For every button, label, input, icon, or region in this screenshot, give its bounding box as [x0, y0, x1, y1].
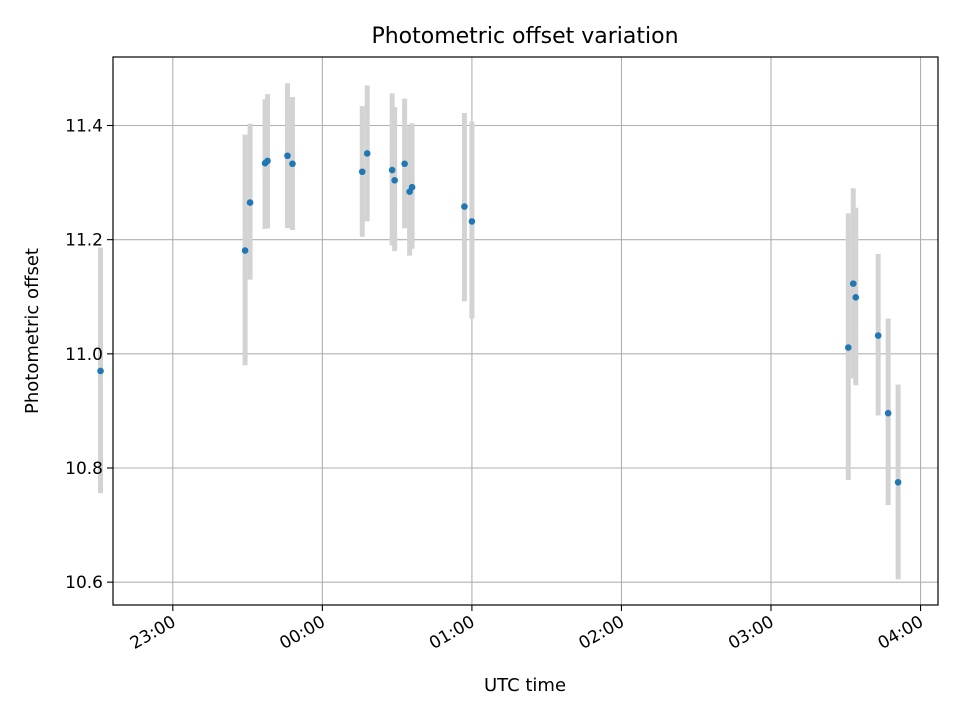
data-point: [391, 177, 398, 184]
y-tick-label: 11.4: [65, 117, 103, 137]
x-tick-label: 03:00: [725, 612, 777, 654]
y-tick-label: 10.6: [65, 573, 103, 593]
data-point: [97, 367, 104, 375]
data-point: [874, 332, 882, 339]
data-point: [289, 160, 296, 168]
data-point: [884, 409, 892, 417]
data-point: [852, 294, 860, 301]
axis-ticks: 23:00 00:00 01:00 02:00 03:00 04:00 10.6 10.8 11…: [65, 117, 927, 654]
x-tick-label: 04:00: [875, 612, 927, 654]
data-point: [363, 150, 371, 157]
x-tick-label: 00:00: [276, 612, 328, 654]
data-point: [358, 168, 366, 176]
data-point: [849, 280, 857, 287]
x-tick-label: 23:00: [127, 612, 179, 654]
x-tick-label: 02:00: [576, 612, 628, 654]
error-bars: [98, 83, 901, 580]
data-points: [97, 150, 902, 486]
data-point: [284, 152, 291, 160]
data-point: [894, 478, 902, 486]
data-point: [468, 218, 476, 225]
y-tick-label: 10.8: [65, 459, 103, 479]
grid-lines: [113, 57, 938, 605]
plot-frame: [112, 56, 939, 606]
chart-title: Photometric offset variation: [371, 24, 678, 49]
data-point: [241, 247, 249, 254]
data-point: [246, 199, 254, 206]
data-point: [408, 183, 416, 191]
data-point: [401, 160, 408, 168]
y-axis-label: Photometric offset: [22, 248, 43, 414]
data-point: [388, 166, 396, 174]
data-point: [264, 157, 271, 165]
x-axis-label: UTC time: [484, 675, 566, 696]
y-tick-label: 11.2: [65, 231, 103, 251]
data-point: [461, 203, 468, 210]
data-point: [844, 344, 852, 351]
x-tick-label: 01:00: [426, 612, 478, 654]
y-tick-label: 11.0: [65, 345, 103, 365]
